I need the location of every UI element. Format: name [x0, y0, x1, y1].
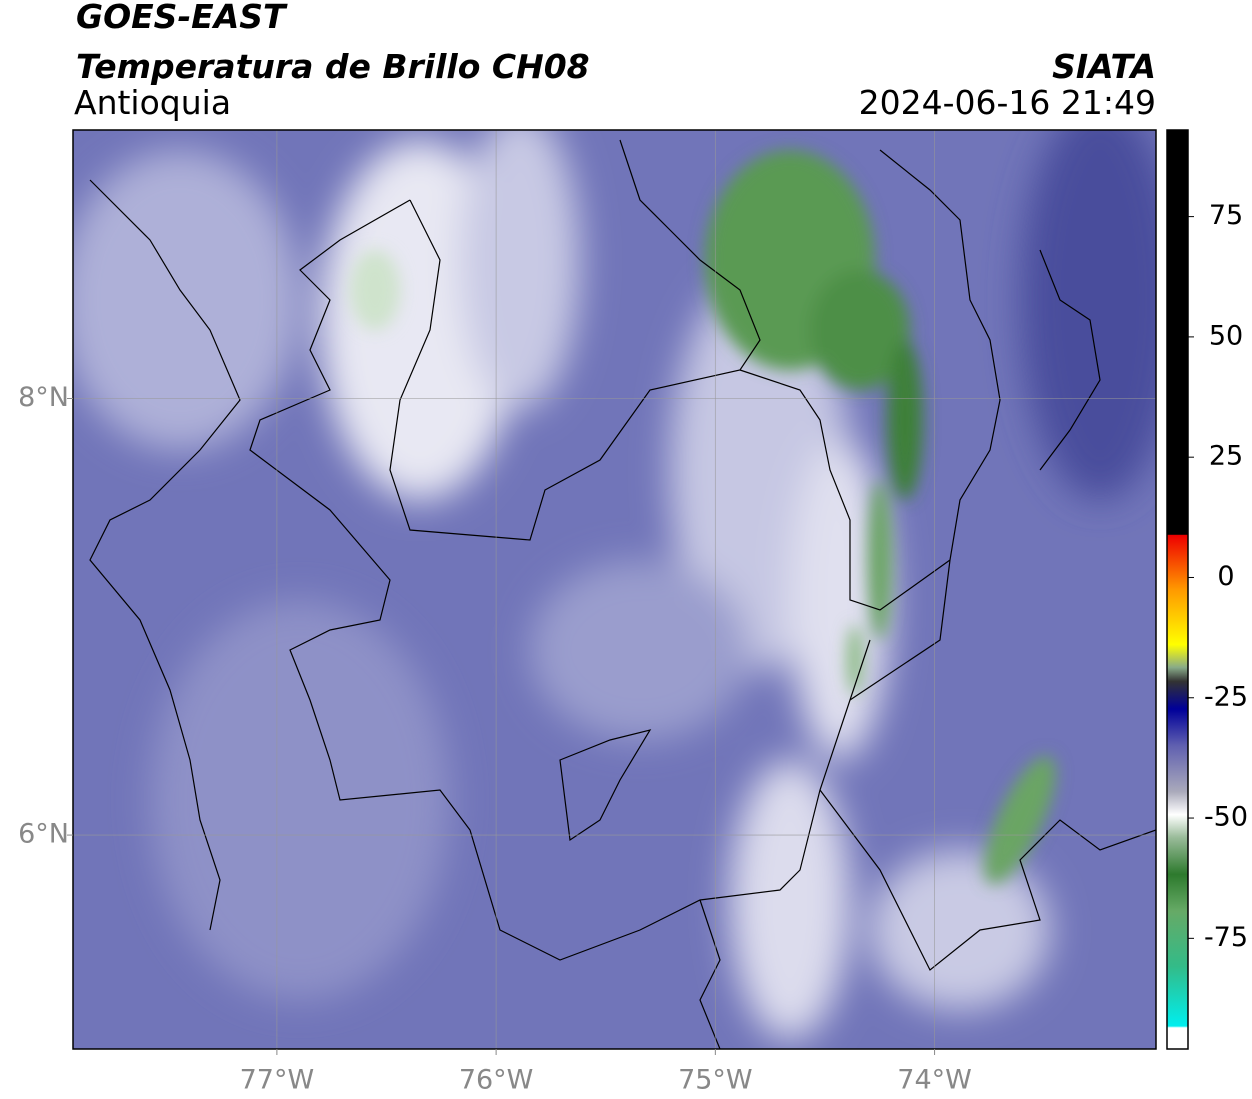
colorbar-tick-label: 75 [1209, 200, 1243, 231]
x-tick-label: 76°W [459, 1065, 534, 1096]
subtitle: Temperatura de Brillo CH08 [76, 47, 590, 86]
datetime: 2024-06-16 21:49 [859, 83, 1156, 122]
colorbar-tick-label: 25 [1209, 441, 1243, 472]
y-tick-label: 8°N [18, 382, 69, 413]
x-tick-label: 74°W [897, 1065, 972, 1096]
source: SIATA [1052, 47, 1156, 86]
x-tick-label: 77°W [240, 1065, 315, 1096]
region: Antioquia [74, 83, 231, 122]
colorbar [1166, 129, 1189, 1050]
title: GOES-EAST [76, 0, 288, 36]
map-frame [72, 129, 1157, 1050]
colorbar-tick-label: 0 [1217, 561, 1234, 592]
x-tick-label: 75°W [678, 1065, 753, 1096]
colorbar-tick-label: -75 [1204, 922, 1248, 953]
colorbar-tick-label: 50 [1209, 320, 1243, 351]
y-tick-label: 6°N [18, 819, 69, 850]
colorbar-tick-label: -50 [1204, 802, 1248, 833]
satellite-field [73, 130, 1156, 1049]
colorbar-tick-label: -25 [1204, 681, 1248, 712]
